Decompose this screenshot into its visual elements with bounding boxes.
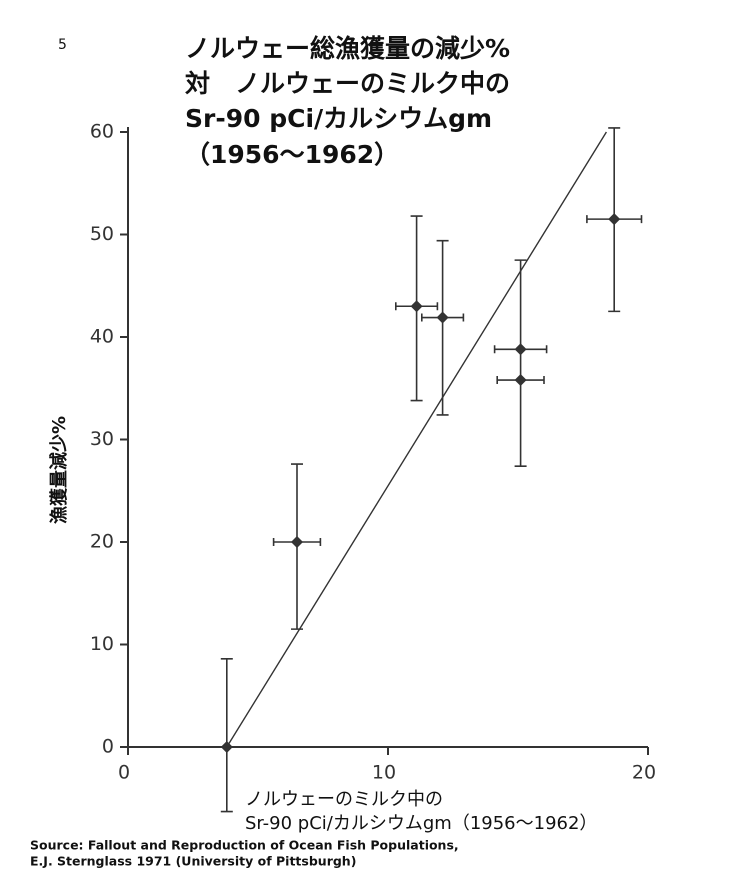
chart-title: ノルウェー総漁獲量の減少% — [185, 34, 510, 63]
source: E.J. Sternglass 1971 (University of Pitt… — [30, 854, 356, 869]
y-tick-label: 40 — [90, 326, 114, 348]
y-tick-label: 30 — [90, 428, 114, 450]
y-tick-label: 0 — [102, 736, 114, 758]
y-error-bar — [436, 239, 449, 416]
page-number: 5 — [58, 37, 67, 53]
x-tick-label: 20 — [632, 762, 656, 784]
chart-title: 対 ノルウェーのミルク中の — [185, 69, 510, 98]
y-tick-label: 10 — [90, 633, 114, 655]
chart-title: （1956〜1962） — [185, 140, 399, 169]
y-tick-label: 50 — [90, 223, 114, 245]
y-tick-label: 60 — [90, 121, 114, 143]
y-error-bar — [514, 259, 527, 467]
fit-line — [226, 131, 607, 748]
point — [220, 741, 233, 753]
point — [436, 311, 449, 324]
point — [608, 213, 621, 226]
x-tick-label: 10 — [372, 762, 396, 784]
point — [291, 536, 303, 548]
y-axis-label: 漁獲量減少% — [48, 416, 70, 524]
x-axis-label: Sr-90 pCi/カルシウムgm（1956〜1962） — [245, 813, 597, 834]
y-tick-label: 20 — [90, 531, 114, 553]
point — [514, 343, 527, 356]
source: Source: Fallout and Reproduction of Ocea… — [30, 838, 459, 853]
chart-title: Sr-90 pCi/カルシウムgm — [185, 104, 492, 133]
y-error-bar — [220, 658, 233, 813]
x-tick-label: 0 — [118, 762, 130, 784]
x-axis-label: ノルウェーのミルク中の — [245, 789, 443, 810]
point — [410, 300, 423, 313]
point — [514, 374, 527, 387]
